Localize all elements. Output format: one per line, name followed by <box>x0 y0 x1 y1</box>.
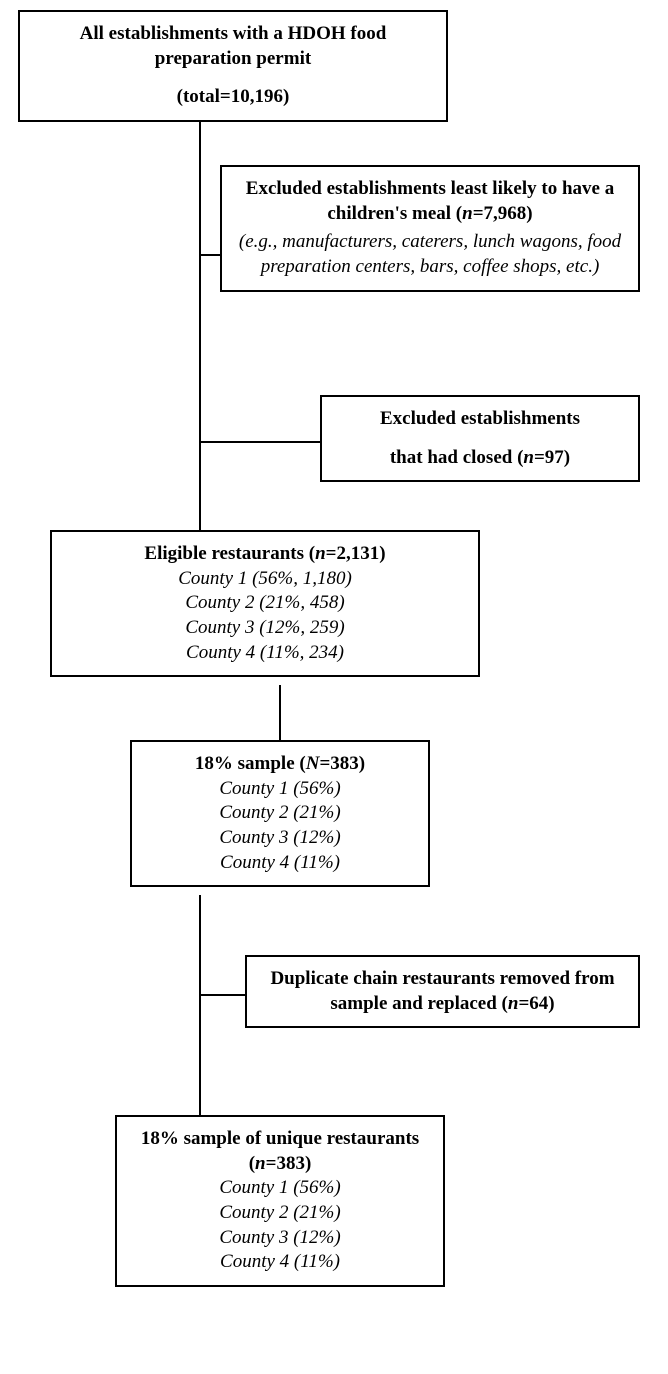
node-title: 18% sample (N=383) <box>144 752 416 777</box>
connector <box>199 441 321 443</box>
county-line: County 2 (21%) <box>129 1201 431 1226</box>
node-unique-sample: 18% sample of unique restaurants (n=383)… <box>115 1115 445 1287</box>
county-line: County 3 (12%, 259) <box>64 616 466 641</box>
connector <box>279 685 281 740</box>
county-line: County 4 (11%, 234) <box>64 641 466 666</box>
node-title: Excluded establishments least likely to … <box>234 177 626 226</box>
node-excluded-unlikely: Excluded establishments least likely to … <box>220 165 640 292</box>
node-sub: that had closed (n=97) <box>334 446 626 471</box>
connector <box>199 254 221 256</box>
node-excluded-closed: Excluded establishments that had closed … <box>320 395 640 482</box>
county-line: County 1 (56%, 1,180) <box>64 567 466 592</box>
node-title: All establishments with a HDOH food prep… <box>32 22 434 71</box>
node-all-establishments: All establishments with a HDOH food prep… <box>18 10 448 122</box>
node-title: Eligible restaurants (n=2,131) <box>64 542 466 567</box>
county-line: County 1 (56%) <box>129 1176 431 1201</box>
node-duplicates-removed: Duplicate chain restaurants removed from… <box>245 955 640 1028</box>
connector <box>199 994 246 996</box>
node-title: 18% sample of unique restaurants (n=383) <box>129 1127 431 1176</box>
county-line: County 3 (12%) <box>144 826 416 851</box>
county-line: County 1 (56%) <box>144 777 416 802</box>
node-sample-18: 18% sample (N=383) County 1 (56%) County… <box>130 740 430 887</box>
node-sub: (total=10,196) <box>32 85 434 110</box>
node-detail: (e.g., manufacturers, caterers, lunch wa… <box>234 230 626 279</box>
county-line: County 3 (12%) <box>129 1226 431 1251</box>
node-title: Duplicate chain restaurants removed from… <box>259 967 626 1016</box>
county-line: County 4 (11%) <box>144 851 416 876</box>
node-title: Excluded establishments <box>334 407 626 432</box>
node-eligible: Eligible restaurants (n=2,131) County 1 … <box>50 530 480 677</box>
connector <box>199 895 201 1115</box>
county-line: County 2 (21%) <box>144 801 416 826</box>
connector <box>199 122 201 530</box>
county-line: County 4 (11%) <box>129 1250 431 1275</box>
county-line: County 2 (21%, 458) <box>64 591 466 616</box>
